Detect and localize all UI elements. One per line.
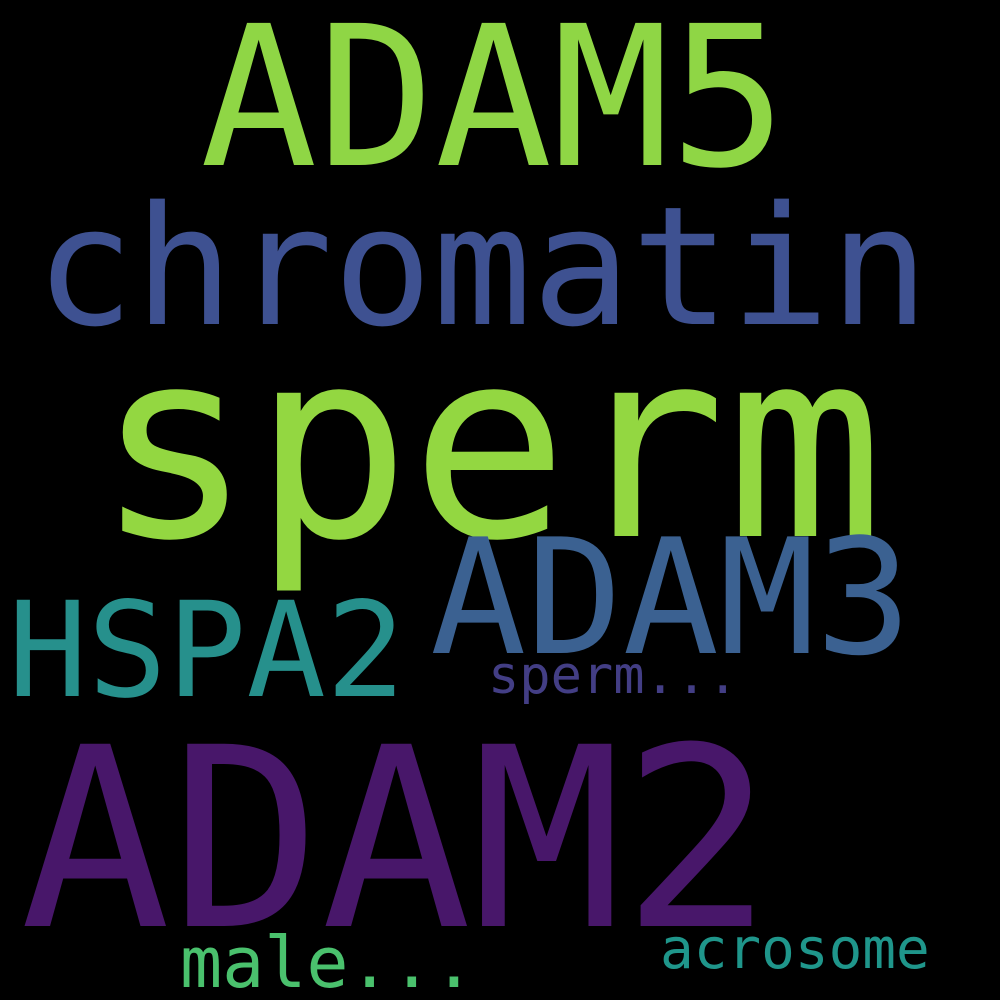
word-adam2: ADAM2: [20, 694, 773, 985]
word-male-truncated: male...: [180, 922, 476, 1000]
word-chromatin: chromatin: [35, 171, 930, 363]
word-acrosome: acrosome: [660, 917, 930, 982]
word-sperm: sperm: [95, 293, 884, 598]
word-adam5: ADAM5: [200, 0, 787, 211]
word-adam3: ADAM3: [430, 504, 912, 691]
word-sperm-truncated: sperm...: [488, 646, 739, 706]
word-hspa2: HSPA2: [8, 574, 406, 728]
